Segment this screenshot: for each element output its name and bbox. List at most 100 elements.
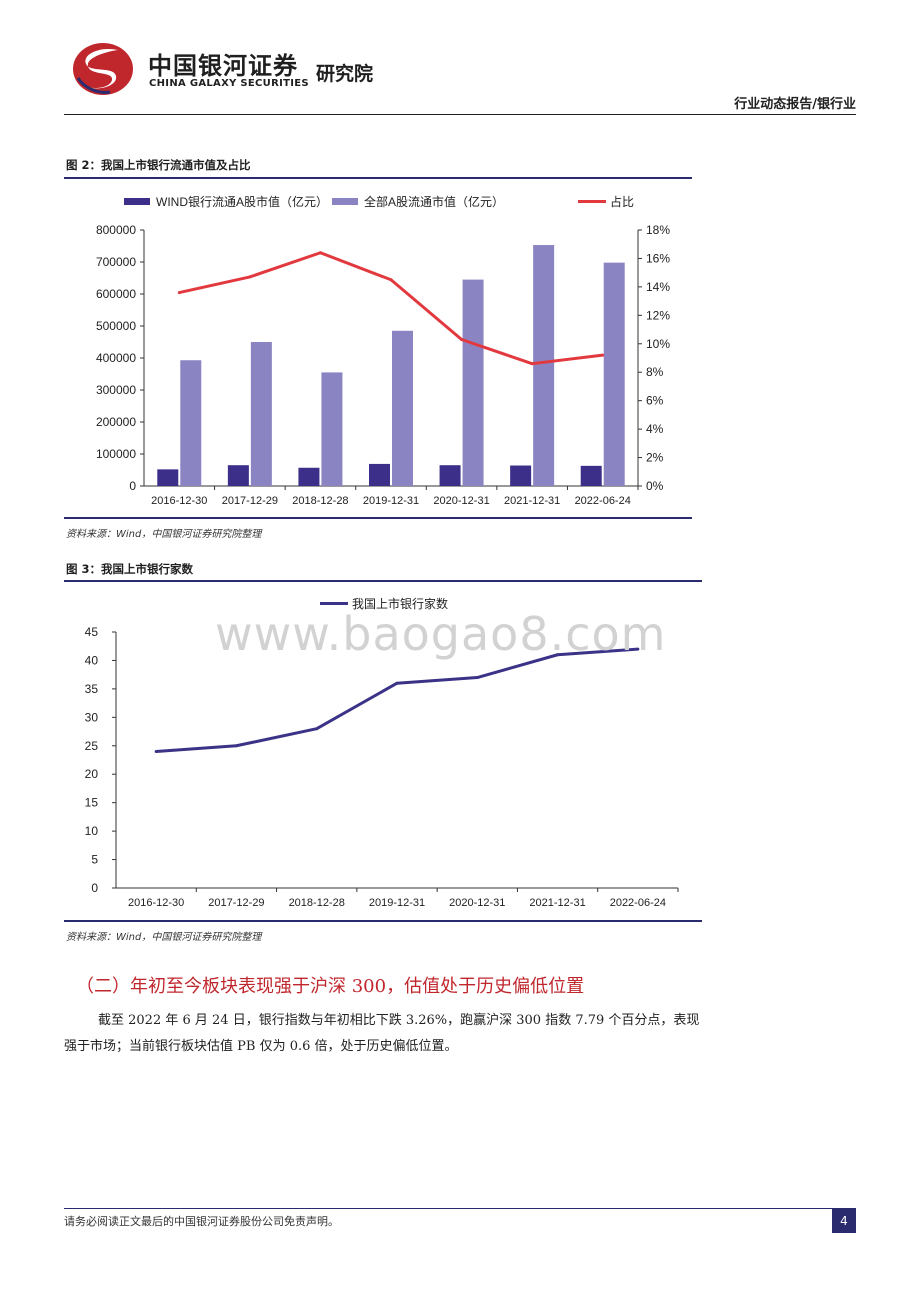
ratio-point-2019-12-31 (389, 278, 393, 282)
legend-swatch-0 (124, 198, 150, 205)
x-tick-label: 2020-12-31 (433, 495, 489, 507)
y-tick-label: 700000 (96, 255, 136, 269)
ratio-point-2016-12-30 (177, 291, 181, 295)
figure2-bottom-rule (64, 517, 692, 519)
bank-count-point-2022-06-24 (636, 647, 640, 651)
legend-label-count: 我国上市银行家数 (352, 596, 448, 611)
y2-tick-label: 10% (646, 337, 670, 351)
y2-tick-label: 8% (646, 365, 664, 379)
bar-bank-2019-12-31 (369, 463, 390, 486)
y-tick-label: 300000 (96, 383, 136, 397)
y-tick-label: 40 (85, 653, 99, 667)
y-tick-label: 0 (129, 479, 136, 493)
y-tick-label: 15 (85, 796, 99, 810)
logo-chinese-name: 中国银河证券 (148, 52, 298, 80)
page-number: 4 (832, 1209, 856, 1233)
x-tick-label: 2017-12-29 (208, 897, 264, 909)
ratio-point-2017-12-29 (248, 275, 252, 279)
figure3-top-rule (64, 580, 702, 582)
bank-count-point-2021-12-31 (556, 653, 560, 657)
bank-count-line (156, 647, 638, 753)
bar-bank-2021-12-31 (510, 465, 532, 486)
y2-tick-label: 2% (646, 451, 664, 465)
y2-tick-label: 16% (646, 251, 670, 265)
y-tick-label: 10 (85, 824, 99, 838)
figure2-top-rule (64, 177, 692, 179)
bar-bank-2020-12-31 (439, 465, 461, 486)
watermark: www.baogao8.com (215, 607, 667, 661)
bar-all-a-2016-12-30 (180, 360, 202, 486)
bar-all-a-2022-06-24 (603, 262, 625, 486)
bar-all-a-2018-12-28 (321, 372, 343, 486)
x-tick-label: 2021-12-31 (504, 495, 560, 507)
legend-label-0: WIND银行流通A股市值（亿元） (156, 194, 328, 209)
bank-count-point-2018-12-28 (315, 727, 319, 731)
bar-all-a-2020-12-31 (462, 279, 484, 486)
logo-institute: 研究院 (316, 63, 374, 85)
y2-tick-label: 6% (646, 394, 664, 408)
legend-label-1: 全部A股流通市值（亿元） (364, 194, 504, 209)
logo-english-name: CHINA GALAXY SECURITIES (149, 78, 309, 89)
bank-count-point-2020-12-31 (475, 676, 479, 680)
y-tick-label: 400000 (96, 351, 136, 365)
x-tick-label: 2022-06-24 (575, 495, 631, 507)
company-logo (73, 43, 133, 95)
y-tick-label: 30 (85, 710, 99, 724)
x-tick-label: 2016-12-30 (128, 897, 184, 909)
ratio-point-2018-12-28 (318, 251, 322, 255)
y-tick-label: 600000 (96, 287, 136, 301)
x-tick-label: 2021-12-31 (529, 897, 585, 909)
y-tick-label: 200000 (96, 415, 136, 429)
ratio-point-2022-06-24 (601, 353, 605, 357)
ratio-point-2021-12-31 (530, 362, 534, 366)
footer-divider (64, 1208, 856, 1209)
y-tick-label: 0 (91, 881, 98, 895)
legend-swatch-1 (332, 198, 358, 205)
x-tick-label: 2022-06-24 (610, 897, 666, 909)
figure2-source: 资料来源：Wind，中国银河证券研究院整理 (66, 529, 262, 540)
y-tick-label: 100000 (96, 447, 136, 461)
x-tick-label: 2020-12-31 (449, 897, 505, 909)
y-tick-label: 25 (85, 739, 99, 753)
x-tick-label: 2019-12-31 (363, 495, 419, 507)
bar-bank-2022-06-24 (580, 465, 602, 486)
x-tick-label: 2018-12-28 (292, 495, 348, 507)
bar-bank-2016-12-30 (157, 469, 179, 486)
y-tick-label: 35 (85, 682, 99, 696)
y2-tick-label: 12% (646, 308, 670, 322)
bar-all-a-2021-12-31 (533, 245, 555, 486)
y2-tick-label: 4% (646, 422, 664, 436)
x-tick-label: 2019-12-31 (369, 897, 425, 909)
bank-count-point-2017-12-29 (234, 744, 238, 748)
x-tick-label: 2016-12-30 (151, 495, 207, 507)
figure3-title: 图 3：我国上市银行家数 (66, 562, 194, 576)
figure2-title: 图 2：我国上市银行流通市值及占比 (66, 158, 251, 172)
bar-all-a-2019-12-31 (392, 330, 413, 486)
section-heading: （二）年初至今板块表现强于沪深 300，估值处于历史偏低位置 (76, 976, 585, 997)
y2-tick-label: 18% (646, 223, 670, 237)
y-tick-label: 500000 (96, 319, 136, 333)
section-paragraph: 截至 2022 年 6 月 24 日，银行指数与年初相比下跌 3.26%，跑赢沪… (64, 1013, 700, 1054)
y-tick-label: 20 (85, 767, 99, 781)
bar-all-a-2017-12-29 (250, 342, 272, 486)
figure2-chart: WIND银行流通A股市值（亿元） 全部A股流通市值（亿元） 占比 0 100000 200… (96, 194, 670, 507)
y-tick-label: 5 (91, 853, 98, 867)
report-category: 行业动态报告/银行业 (734, 97, 856, 112)
figure3-chart: 我国上市银行家数 0 5 10 15 20 25 30 35 40 45 2016-12-30 2017… (85, 596, 679, 909)
y-tick-label: 800000 (96, 223, 136, 237)
footer-disclaimer: 请务必阅读正文最后的中国银河证券股份公司免责声明。 (64, 1215, 339, 1228)
bank-count-point-2016-12-30 (154, 749, 158, 753)
bank-count-point-2019-12-31 (395, 681, 399, 685)
figure3-bottom-rule (64, 920, 702, 922)
y-tick-label: 45 (85, 625, 99, 639)
x-tick-label: 2017-12-29 (222, 495, 278, 507)
figure3-source: 资料来源：Wind，中国银河证券研究院整理 (66, 932, 262, 943)
y2-tick-label: 0% (646, 479, 664, 493)
legend-label-2: 占比 (610, 194, 634, 209)
header-divider (64, 114, 856, 115)
ratio-point-2020-12-31 (460, 338, 464, 342)
bar-bank-2017-12-29 (227, 465, 249, 486)
bar-bank-2018-12-28 (298, 467, 320, 486)
y2-tick-label: 14% (646, 280, 670, 294)
x-tick-label: 2018-12-28 (289, 897, 345, 909)
